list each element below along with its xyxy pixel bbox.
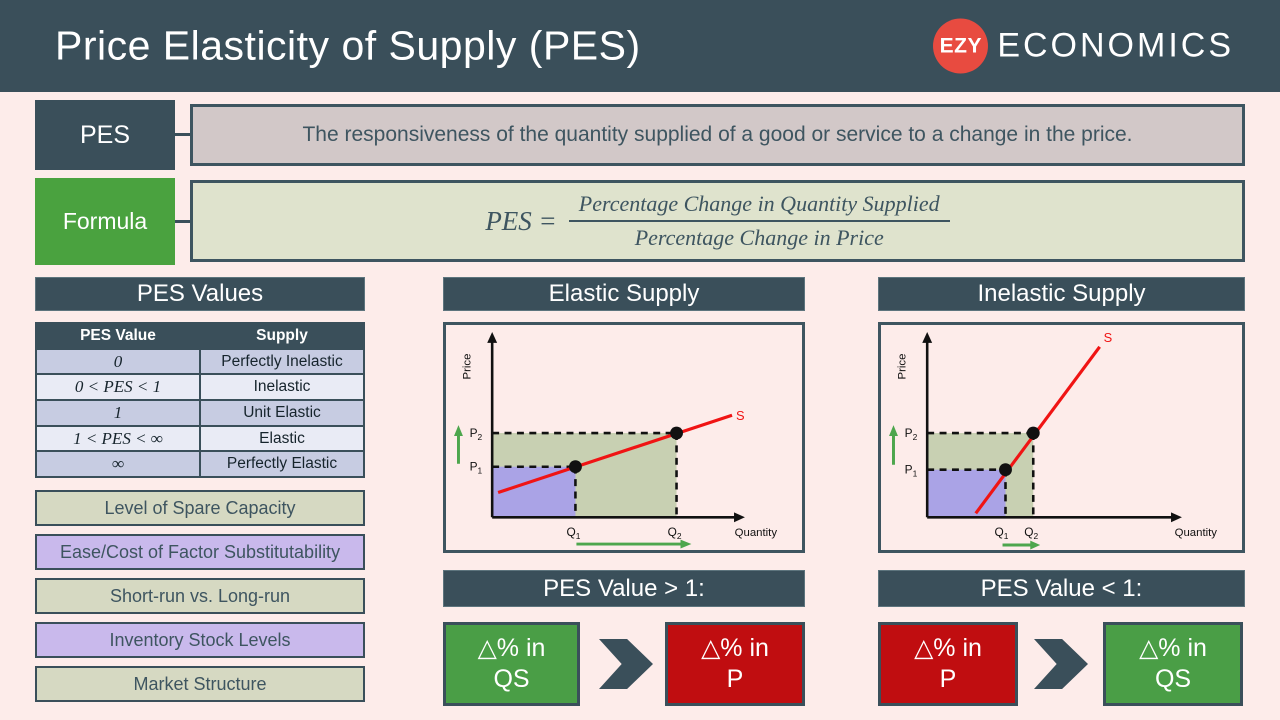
page-title: Price Elasticity of Supply (PES) [55,22,641,69]
point-q2-p2 [1026,426,1040,440]
pes-value-cell: 0 [37,349,199,374]
factor-short-long-run: Short-run vs. Long-run [35,578,365,614]
pes-definition-text: The responsiveness of the quantity suppl… [302,123,1133,146]
inelastic-flow-p-box: △% in P [878,622,1018,706]
formula-numerator: Percentage Change in Quantity Supplied [578,191,940,216]
p-text: P [939,665,957,693]
elastic-flow-qs-box: △% in QS [443,622,580,706]
column-header-supply: Supply [201,324,363,348]
y-axis-arrowhead [487,331,498,343]
p1-label: P1 [470,460,483,476]
pes-values-header: PES Values [35,277,365,311]
formula-connector-line [175,220,190,223]
definition-connector-line [175,133,190,136]
p2-label: P2 [905,426,918,442]
pes-value-cell: 1 [37,401,199,425]
x-axis-label: Quantity [735,527,778,539]
supply-cell: Unit Elastic [201,401,363,425]
p1-label: P1 [905,463,918,479]
q1-label: Q1 [566,525,580,541]
y-axis-label: Price [896,354,908,380]
price-increase-arrowhead [889,425,898,437]
factor-inventory-stock: Inventory Stock Levels [35,622,365,658]
y-axis-arrowhead [922,331,933,343]
elastic-rule-header: PES Value > 1: [443,570,805,607]
point-q2-p2 [670,426,683,440]
qs-text: QS [1154,665,1192,693]
delta-percent-text: △% in [1139,633,1207,662]
pes-value-cell: 0 < PES < 1 [37,375,199,400]
inelastic-flow-qs-box: △% in QS [1103,622,1243,706]
supply-curve [497,413,733,495]
pes-value-cell: 1 < PES < ∞ [37,426,199,451]
delta-percent-text: △% in [477,633,546,662]
chevron-right-icon [1034,639,1088,689]
inelastic-supply-header: Inelastic Supply [878,277,1245,311]
logo-brand-text: ECONOMICS [997,26,1234,65]
factor-spare-capacity: Level of Spare Capacity [35,490,365,526]
table-row: ∞ Perfectly Elastic [37,452,363,477]
quantity-increase-arrowhead [680,539,692,549]
y-axis-label: Price [461,354,473,380]
elastic-flow-p-box: △% in P [665,622,805,706]
delta-percent-text: △% in [701,633,769,662]
q1-label: Q1 [995,525,1009,541]
p-text: P [726,665,744,693]
ezy-economics-logo: EZY ECONOMICS [933,18,1234,74]
table-row: 0 < PES < 1 Inelastic [37,375,363,400]
pes-value-cell: ∞ [37,452,199,477]
q2-label: Q2 [668,525,682,541]
quantity-increase-arrowhead [1030,540,1041,550]
p2-label: P2 [470,426,483,442]
formula-label: Formula [35,178,175,265]
revenue-region-purple [927,469,1006,518]
supply-curve-label: S [736,408,745,423]
dashed-guide-p1-q1 [492,465,577,518]
point-q1-p1 [999,463,1012,477]
supply-cell: Elastic [201,426,363,451]
qs-text: QS [493,665,530,693]
elastic-supply-header: Elastic Supply [443,277,805,311]
x-axis-arrowhead [734,512,745,523]
supply-cell: Perfectly Inelastic [201,349,363,374]
dashed-guide-p1-q1 [927,468,1007,518]
q2-label: Q2 [1024,525,1038,541]
formula-denominator: Percentage Change in Price [568,220,950,251]
formula-fraction: Percentage Change in Quantity Supplied P… [568,191,950,251]
revenue-region-purple [492,466,576,518]
table-row: 1 < PES < ∞ Elastic [37,426,363,451]
x-axis-label: Quantity [1175,527,1218,539]
factor-market-structure: Market Structure [35,666,365,702]
price-increase-arrowhead [454,425,463,437]
inelastic-supply-diagram: Price Quantity S P2 P1 Q1 Q2 [889,330,1218,550]
chevron-right-icon [599,639,653,689]
pes-formula: PES = Percentage Change in Quantity Supp… [485,191,950,251]
table-row: 0 Perfectly Inelastic [37,349,363,374]
inelastic-rule-header: PES Value < 1: [878,570,1245,607]
formula-box: PES = Percentage Change in Quantity Supp… [190,180,1245,262]
point-q1-p1 [568,460,582,474]
supply-cell: Perfectly Elastic [201,452,363,477]
elastic-supply-chart: Price Quantity S P2 P1 Q1 Q2 [443,322,805,553]
supply-curve-label: S [1104,330,1113,345]
pes-values-table: PES Value Supply 0 Perfectly Inelastic 0… [35,322,365,478]
dashed-guide-p2-q2 [492,431,678,518]
delta-percent-text: △% in [914,633,982,662]
pes-definition-label: PES [35,100,175,170]
formula-lhs: PES = [485,205,557,236]
factor-substitutability: Ease/Cost of Factor Substitutability [35,534,365,570]
column-header-pes-value: PES Value [37,324,199,348]
pes-definition-box: The responsiveness of the quantity suppl… [190,104,1245,166]
table-row: 1 Unit Elastic [37,401,363,425]
elastic-supply-diagram: Price Quantity S P2 P1 Q1 Q2 [454,331,778,549]
inelastic-supply-chart: Price Quantity S P2 P1 Q1 Q2 [878,322,1245,553]
logo-circle-icon: EZY [933,18,989,74]
supply-cell: Inelastic [201,375,363,400]
x-axis-arrowhead [1171,512,1182,523]
top-header-bar: Price Elasticity of Supply (PES) EZY ECO… [0,0,1280,92]
dashed-guide-p2-q2 [927,431,1035,518]
table-header-row: PES Value Supply [37,324,363,348]
